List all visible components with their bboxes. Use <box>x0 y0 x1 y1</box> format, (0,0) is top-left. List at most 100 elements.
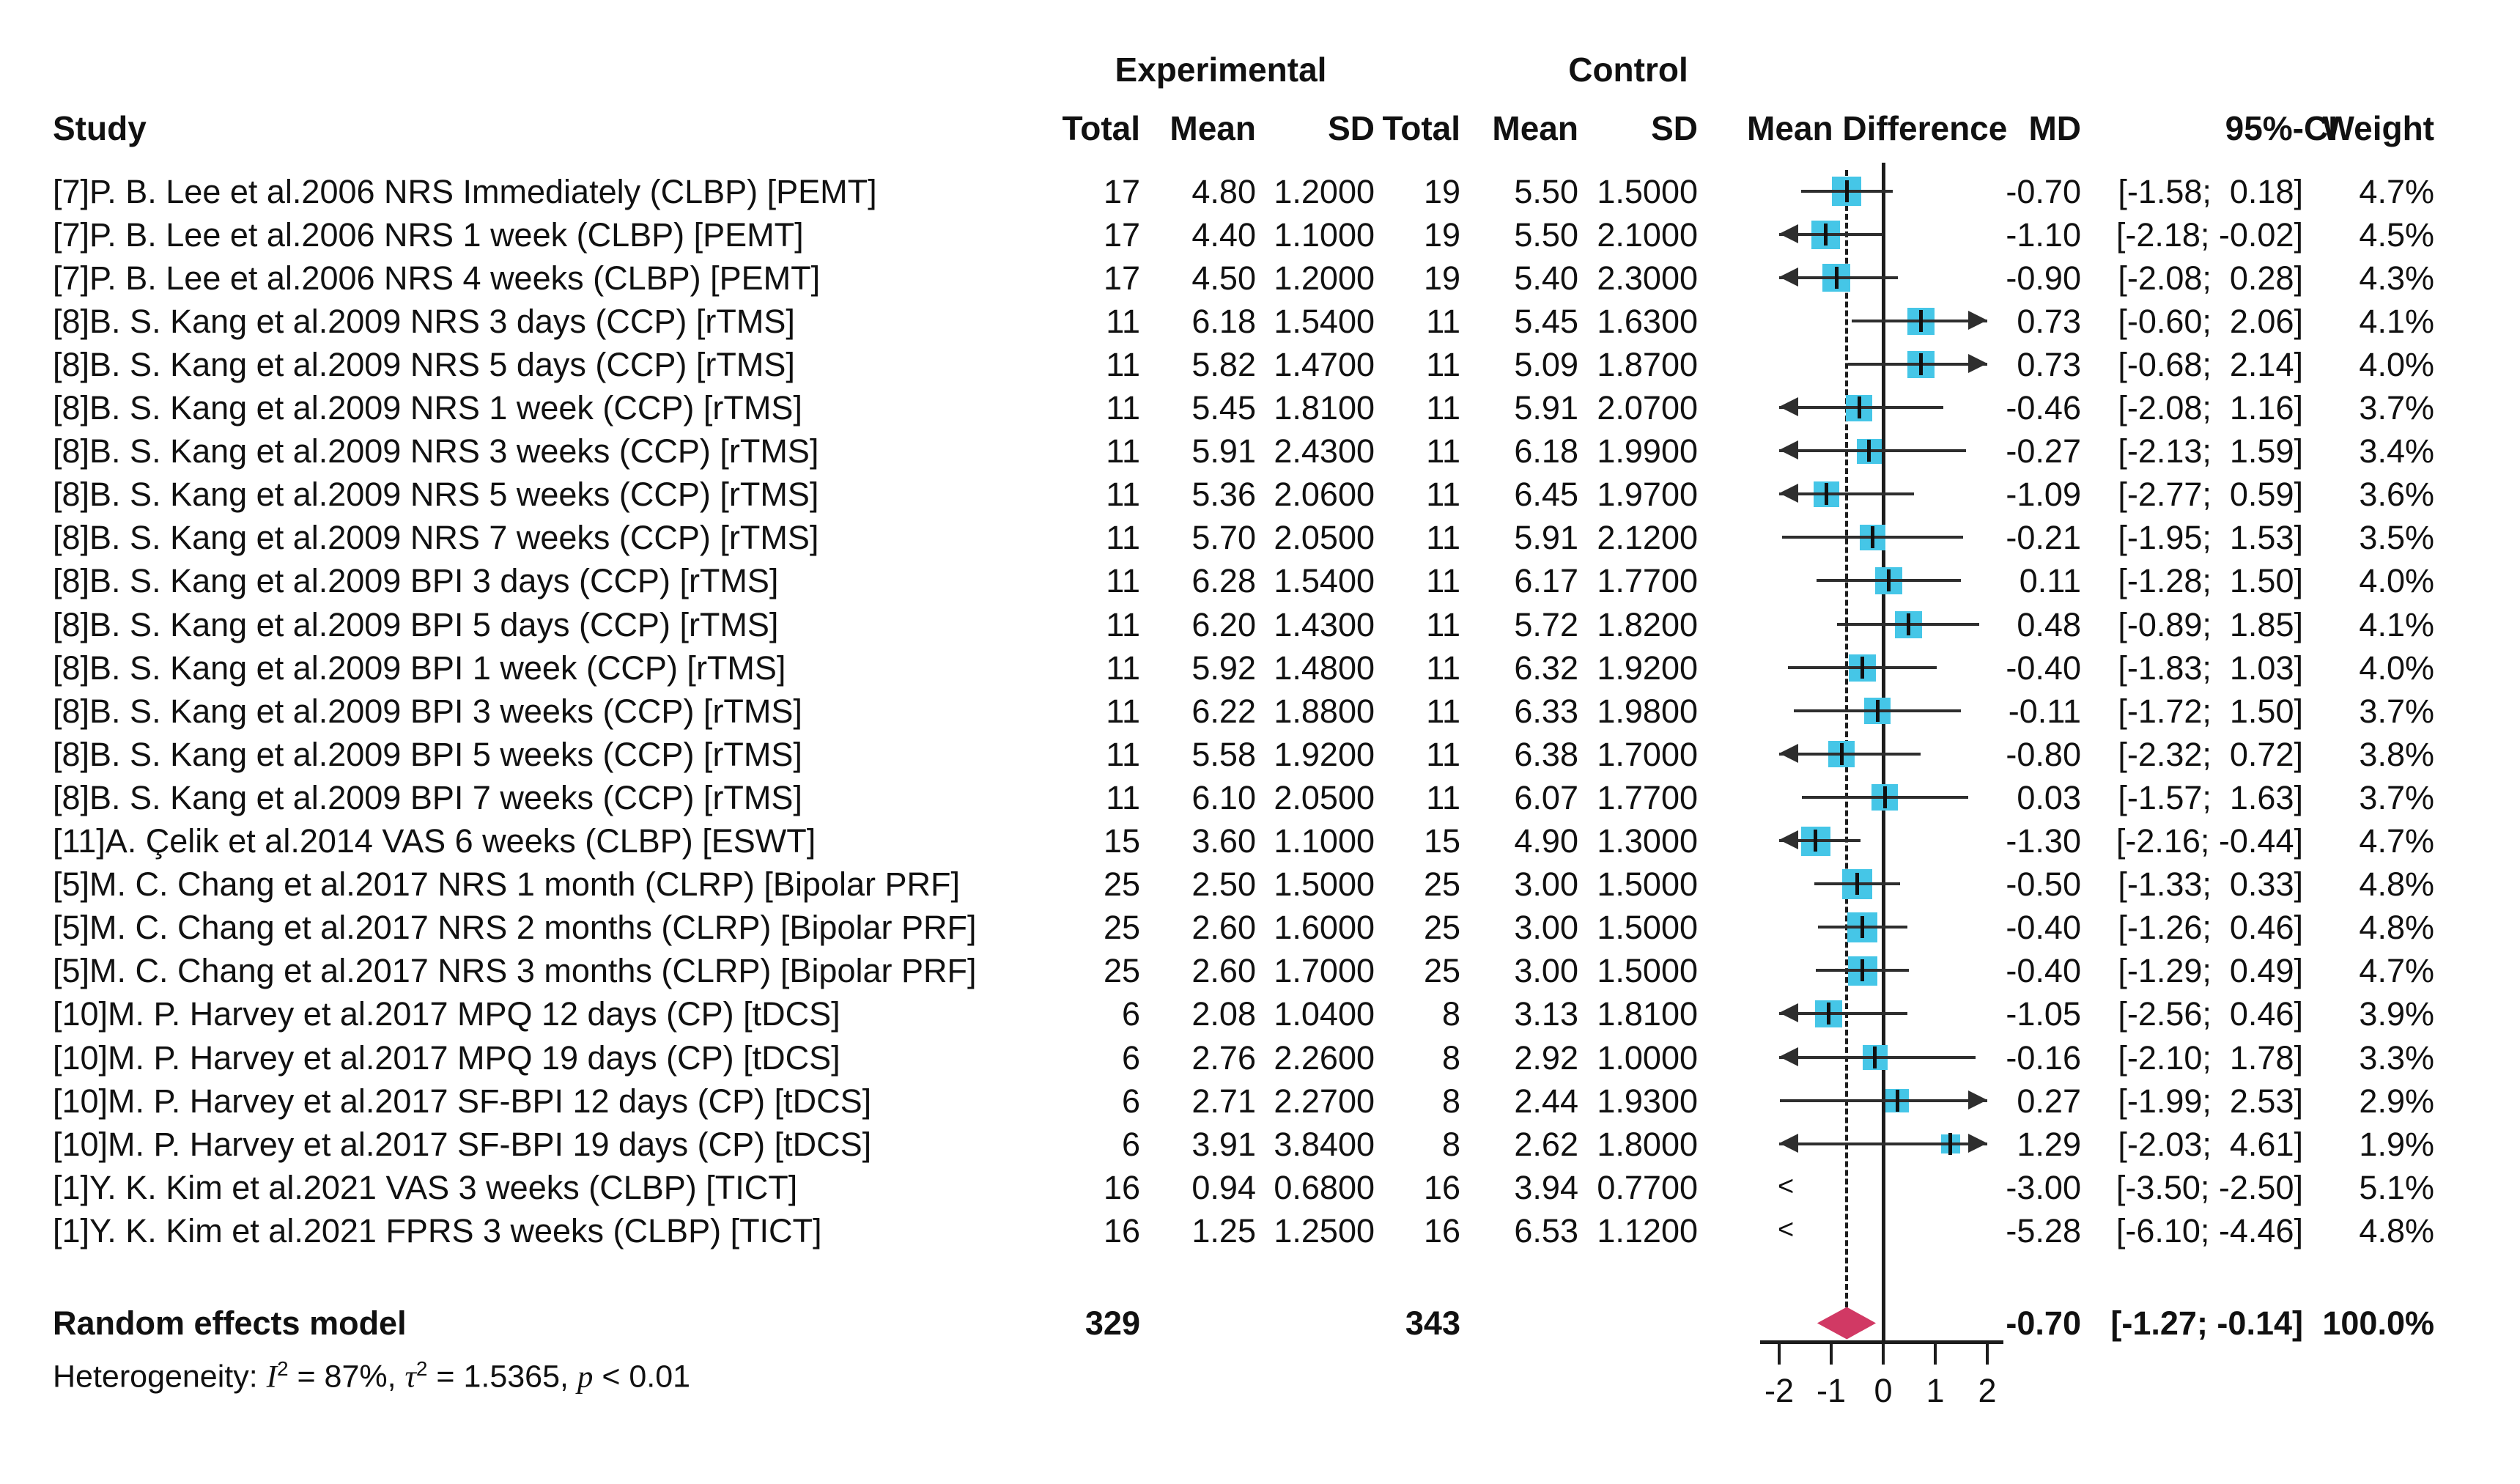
md-value: -0.46 <box>2006 389 2081 427</box>
exp-total-value: 11 <box>1106 389 1140 427</box>
ctrl-total-value: 11 <box>1426 345 1460 383</box>
ci-value: [-0.60; 2.06] <box>2118 302 2303 340</box>
ctrl-total-value: 11 <box>1426 735 1460 773</box>
study-label: [8]B. S. Kang et al.2009 BPI 1 week (CCP… <box>53 649 786 687</box>
forest-marker <box>0 300 2520 343</box>
md-value: -1.10 <box>2006 215 2081 254</box>
ctrl-total-value: 8 <box>1441 995 1460 1033</box>
weight-value: 3.9% <box>2359 995 2434 1033</box>
ctrl-mean-value: 3.00 <box>1514 952 1578 990</box>
point-estimate-tick <box>1824 223 1828 246</box>
study-row: [5]M. C. Chang et al.2017 NRS 1 month (C… <box>0 863 2520 906</box>
ci-value: [-2.16; -0.44] <box>2116 822 2303 860</box>
arrow-left-icon <box>1779 743 1798 763</box>
point-estimate-tick <box>1834 266 1839 289</box>
study-label: [10]M. P. Harvey et al.2017 SF-BPI 19 da… <box>53 1125 872 1163</box>
exp-sd-value: 1.1000 <box>1274 822 1375 860</box>
study-label: [8]B. S. Kang et al.2009 NRS 3 days (CCP… <box>53 302 795 340</box>
weight-column-header: Weight <box>2322 109 2434 147</box>
summary-weight-value: 100.0% <box>2322 1304 2434 1342</box>
exp-mean-value: 5.70 <box>1191 519 1256 557</box>
weight-value: 1.9% <box>2359 1125 2434 1163</box>
exp-total-value: 11 <box>1106 476 1140 514</box>
ci-line <box>1779 276 1898 279</box>
ctrl-mean-value: 5.50 <box>1514 172 1578 210</box>
exp-total-value: 16 <box>1103 1211 1140 1249</box>
ci-value: [-2.18; -0.02] <box>2116 215 2303 254</box>
forest-marker <box>0 1123 2520 1166</box>
study-label: [11]A. Çelik et al.2014 VAS 6 weeks (CLB… <box>53 822 816 860</box>
forest-marker <box>0 646 2520 690</box>
exp-mean-value: 4.80 <box>1191 172 1256 210</box>
summary-row: Random effects model 329 343 -0.70 [-1.2… <box>0 1302 2520 1345</box>
md-value: 0.73 <box>2017 345 2081 383</box>
x-axis-tick <box>1830 1340 1833 1365</box>
exp-total-value: 17 <box>1103 215 1140 254</box>
exp-sd-value: 1.9200 <box>1274 735 1375 773</box>
weight-value: 3.4% <box>2359 432 2434 470</box>
x-axis-tick <box>1778 1340 1781 1365</box>
study-row: [5]M. C. Chang et al.2017 NRS 2 months (… <box>0 906 2520 949</box>
arrow-left-icon <box>1779 1133 1798 1153</box>
exp-mean-value: 5.58 <box>1191 735 1256 773</box>
forest-marker <box>0 949 2520 992</box>
ctrl-sd-value: 1.7700 <box>1597 562 1698 600</box>
point-estimate-tick <box>1861 656 1865 679</box>
ctrl-total-value: 11 <box>1426 432 1460 470</box>
study-label: [10]M. P. Harvey et al.2017 SF-BPI 12 da… <box>53 1082 872 1120</box>
ci-value: [-2.56; 0.46] <box>2118 995 2303 1033</box>
md-value: -0.21 <box>2006 519 2081 557</box>
study-label: [1]Y. K. Kim et al.2021 FPRS 3 weeks (CL… <box>53 1211 822 1249</box>
forest-marker <box>0 256 2520 300</box>
ci-value: [-2.08; 1.16] <box>2118 389 2303 427</box>
md-value: -0.40 <box>2006 952 2081 990</box>
ctrl-sd-value: 2.3000 <box>1597 259 1698 297</box>
exp-sd-value: 1.2000 <box>1274 172 1375 210</box>
exp-sd-value: 1.2500 <box>1274 1211 1375 1249</box>
forest-marker <box>0 516 2520 559</box>
ctrl-sd-value: 1.9900 <box>1597 432 1698 470</box>
ctrl-mean-value: 5.50 <box>1514 215 1578 254</box>
summary-diamond <box>1817 1307 1877 1340</box>
offscale-left-arrow-icon: < <box>1778 1214 1795 1245</box>
exp-mean-value: 5.45 <box>1191 389 1256 427</box>
forest-marker <box>0 213 2520 256</box>
study-row: [7]P. B. Lee et al.2006 NRS 4 weeks (CLB… <box>0 256 2520 300</box>
ctrl-total-header: Total <box>1382 109 1460 147</box>
weight-value: 4.0% <box>2359 345 2434 383</box>
het-i-sup: 2 <box>276 1357 289 1380</box>
ctrl-mean-value: 6.17 <box>1514 562 1578 600</box>
exp-mean-value: 6.22 <box>1191 692 1256 730</box>
weight-value: 4.8% <box>2359 1211 2434 1249</box>
ctrl-mean-value: 6.45 <box>1514 476 1578 514</box>
point-estimate-tick <box>1857 396 1861 418</box>
exp-total-value: 25 <box>1103 952 1140 990</box>
forest-marker <box>0 170 2520 213</box>
arrow-left-icon <box>1779 440 1798 460</box>
x-axis-tick-label: -2 <box>1764 1372 1794 1409</box>
exp-total-value: 6 <box>1121 1082 1140 1120</box>
forest-marker <box>0 863 2520 906</box>
study-label: [8]B. S. Kang et al.2009 NRS 5 weeks (CC… <box>53 476 819 514</box>
point-estimate-tick <box>1814 830 1818 852</box>
x-axis-tick <box>1986 1340 1989 1365</box>
forest-marker <box>0 819 2520 863</box>
forest-marker <box>0 1036 2520 1079</box>
point-estimate-tick <box>1825 483 1829 506</box>
arrow-left-icon <box>1779 484 1798 503</box>
exp-sd-value: 1.4700 <box>1274 345 1375 383</box>
ctrl-mean-value: 5.91 <box>1514 519 1578 557</box>
forest-marker <box>0 733 2520 776</box>
exp-mean-value: 3.91 <box>1191 1125 1256 1163</box>
exp-mean-value: 2.71 <box>1191 1082 1256 1120</box>
ctrl-sd-value: 2.1000 <box>1597 215 1698 254</box>
arrow-left-icon <box>1779 1046 1798 1066</box>
summary-ci-value: [-1.27; -0.14] <box>2110 1304 2303 1342</box>
ctrl-sd-value: 1.8000 <box>1597 1125 1698 1163</box>
forest-marker <box>0 559 2520 602</box>
weight-value: 4.8% <box>2359 909 2434 947</box>
exp-mean-value: 5.92 <box>1191 649 1256 687</box>
exp-total-value: 25 <box>1103 909 1140 947</box>
ci-line <box>1847 362 1987 366</box>
